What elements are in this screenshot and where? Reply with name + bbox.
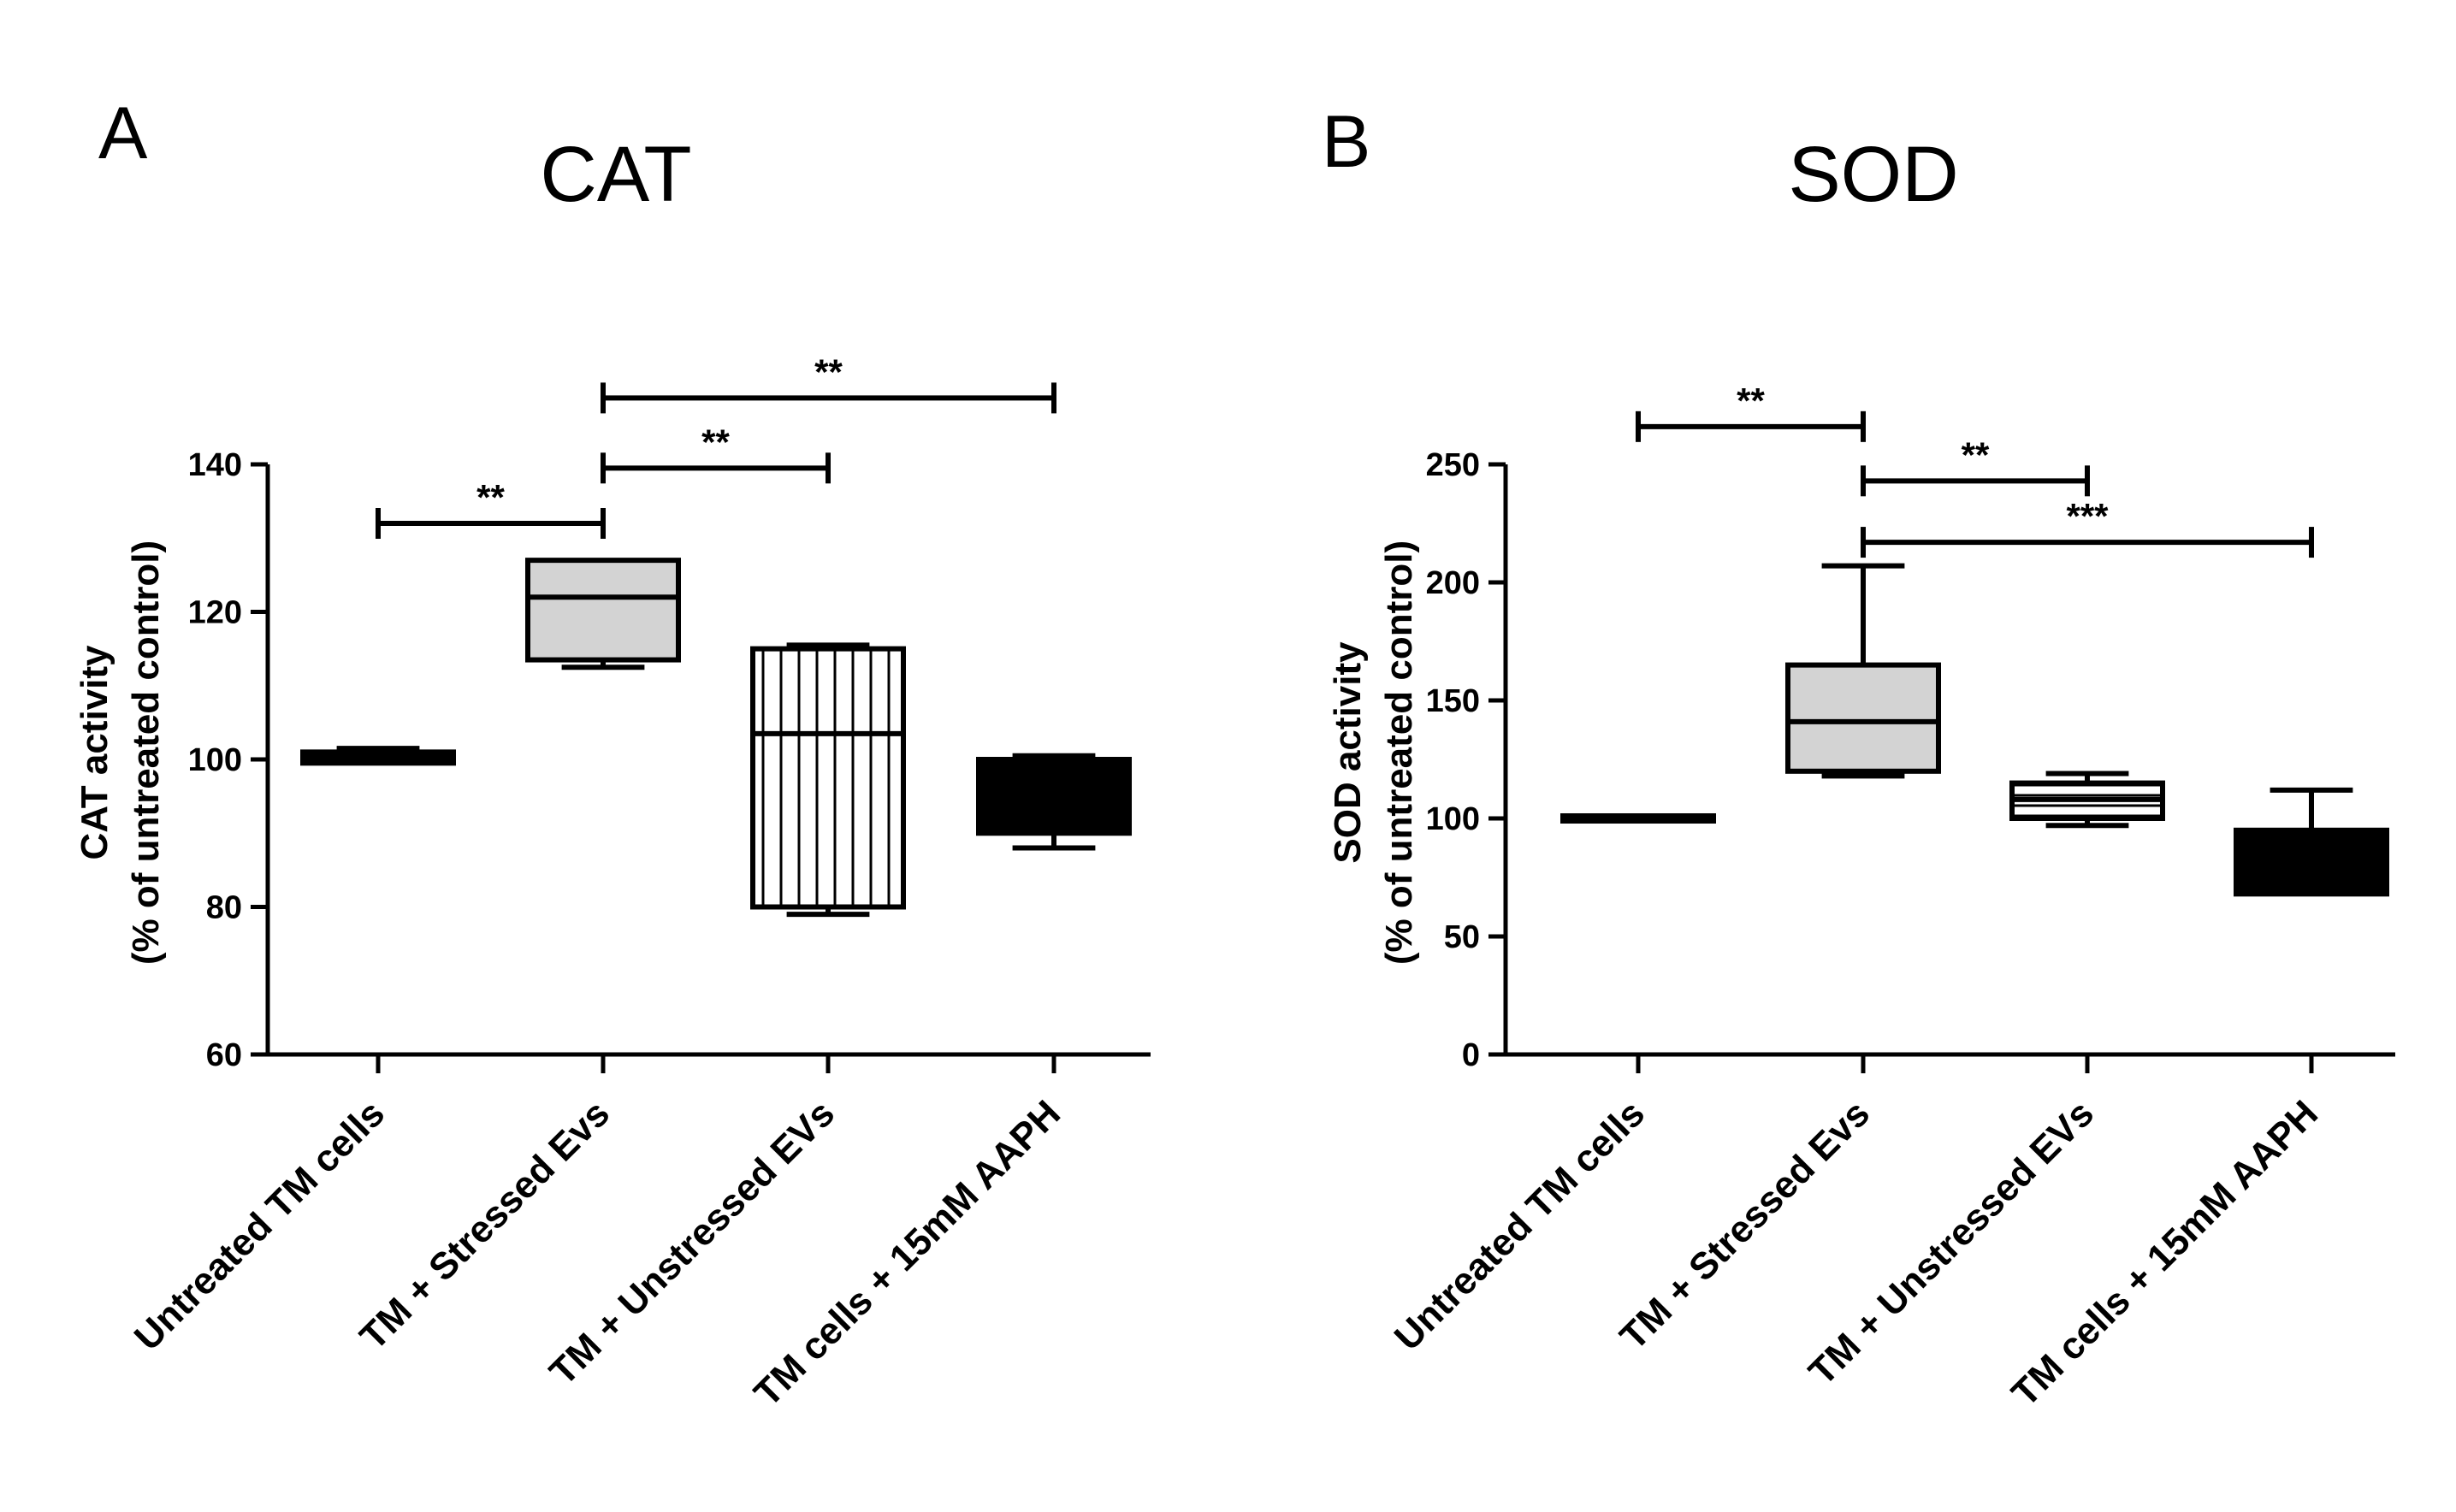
y-tick-label-a-2: 100 <box>188 742 242 778</box>
x-category-label-b-1: TM + Stressed Evs <box>1613 1092 1878 1357</box>
panel-b: B SOD SOD activity (% of untreated contr… <box>1322 101 2395 1415</box>
box-a-3 <box>976 757 1132 836</box>
y-axis-title-b-line1: SOD activity <box>1327 641 1369 864</box>
significance-label-b-0: ** <box>1737 381 1765 421</box>
significance-label-a-0: ** <box>476 477 505 517</box>
y-tick-label-a-4: 140 <box>188 447 242 483</box>
y-tick-label-b-1: 50 <box>1444 919 1480 955</box>
y-tick-label-b-5: 250 <box>1426 447 1480 483</box>
box-a-1 <box>525 558 681 663</box>
significance-label-a-1: ** <box>701 422 730 462</box>
y-tick-label-b-4: 200 <box>1426 565 1480 601</box>
panel-letter-b: B <box>1322 101 1370 183</box>
box-b-3 <box>2234 827 2389 897</box>
panel-a: A CAT CAT activity (% of untreated contr… <box>74 92 1151 1415</box>
y-axis-title-a-line1: CAT activity <box>74 645 115 860</box>
y-tick-label-a-0: 60 <box>206 1037 242 1073</box>
x-category-label-a-1: TM + Stressed Evs <box>352 1092 618 1357</box>
y-tick-label-b-3: 150 <box>1426 683 1480 719</box>
chart-title-a: CAT <box>540 131 691 218</box>
x-category-label-b-0: Untreated TM cells <box>1387 1092 1653 1358</box>
y-tick-label-b-0: 0 <box>1462 1037 1480 1073</box>
x-category-label-a-0: Untreated TM cells <box>127 1092 393 1358</box>
box-a-2 <box>750 646 906 910</box>
significance-label-a-2: ** <box>814 351 843 392</box>
significance-label-b-2: *** <box>2066 496 2109 536</box>
y-tick-label-b-2: 100 <box>1426 801 1480 837</box>
y-tick-label-a-1: 80 <box>206 890 242 926</box>
y-tick-label-a-3: 120 <box>188 595 242 631</box>
chart-title-b: SOD <box>1788 131 1958 218</box>
y-axis-title-b-line2: (% of untreated control) <box>1378 540 1420 965</box>
y-axis-title-a-line2: (% of untreated control) <box>125 540 167 965</box>
panel-letter-a: A <box>98 92 148 174</box>
significance-label-b-1: ** <box>1962 434 1990 475</box>
box-b-1 <box>1785 662 1941 774</box>
